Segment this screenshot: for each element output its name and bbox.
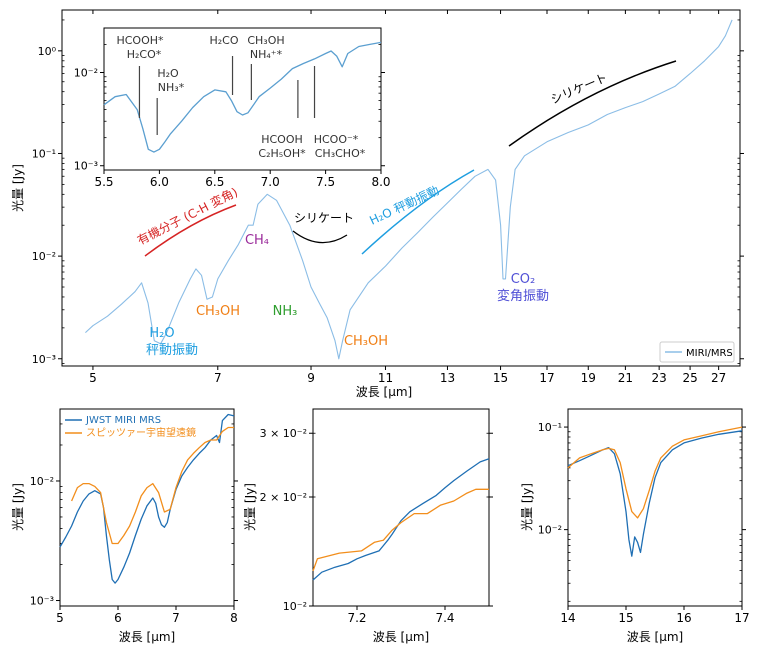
bottom-right-y-tick-label: 10⁻¹ — [538, 421, 562, 434]
main-legend-box — [659, 341, 735, 363]
inset-x-tick-label: 7.5 — [316, 175, 335, 189]
bottom-left-y-tick-label: 10⁻³ — [30, 595, 54, 608]
bottom-middle-x-axis-title: 波長 [μm] — [373, 630, 430, 644]
bottom-left-x-tick-label: 5 — [56, 611, 64, 625]
bottom-left-x-axis-title: 波長 [μm] — [119, 630, 176, 644]
bottom-middle-x-tick-label: 7.2 — [347, 611, 366, 625]
annotation-nh3: NH₃ — [273, 304, 298, 319]
bottom-left-panel: 5 6 7 8 10⁻³ 10⁻² 波長 [μm] 光量 [Jy] JWST MIRI MRSス… — [11, 408, 238, 644]
inset-x-tick-label: 7.0 — [261, 175, 280, 189]
inset-label-nh4-star: NH₄⁺* — [250, 48, 283, 61]
main-x-axis-title: 波長 [μm] — [356, 385, 413, 399]
main-x-tick-label: 9 — [307, 371, 315, 385]
h2o-lib-arc — [361, 169, 475, 255]
annotation-ch3oh-1: CH₃OH — [196, 304, 240, 319]
bottom-left-legend-label: スピッツァー宇宙望遠鏡 — [86, 426, 196, 439]
inset-label-c2h5oh-star: C₂H₅OH* — [258, 147, 306, 160]
inset-x-tick-label: 5.5 — [94, 175, 113, 189]
bottom-left-series-line-0 — [59, 413, 235, 584]
annotation-silicate-1: シリケート — [294, 211, 354, 225]
main-x-tick-label: 15 — [493, 371, 508, 385]
main-y-tick-label: 10⁰ — [38, 45, 57, 58]
silicate-arc-1 — [292, 230, 348, 244]
bottom-left-x-tick-label: 7 — [172, 611, 180, 625]
main-x-tick-label: 27 — [711, 371, 726, 385]
main-legend-label: MIRI/MRS — [686, 348, 733, 359]
annotation-h2o-bend-sub: 秤動振動 — [146, 343, 198, 358]
main-y-tick-label: 10⁻¹ — [32, 147, 56, 160]
bottom-middle-x-tick-label: 7.4 — [435, 611, 454, 625]
bottom-middle-y-tick-label: 10⁻² — [283, 600, 307, 613]
bottom-middle-y-axis-title: 光量 [Jy] — [243, 483, 257, 531]
main-x-tick-label: 5 — [89, 371, 97, 385]
bottom-right-x-tick-label: 14 — [560, 611, 575, 625]
bottom-left-x-tick-label: 6 — [114, 611, 122, 625]
bottom-left-y-axis-title: 光量 [Jy] — [11, 483, 25, 531]
inset-label-hcooh-star: HCOOH* — [116, 34, 164, 47]
organics-arc — [144, 204, 237, 257]
main-x-tick-label: 19 — [581, 371, 596, 385]
silicate-arc-2 — [508, 60, 677, 147]
bottom-middle-series-line-1 — [312, 488, 489, 572]
main-x-tick-label: 23 — [652, 371, 667, 385]
inset-label-h2o: H₂O — [157, 67, 179, 80]
bottom-right-x-axis-title: 波長 [μm] — [627, 630, 684, 644]
main-x-tick-label: 25 — [682, 371, 697, 385]
inset-label-h2co: H₂CO — [209, 34, 238, 47]
inset-annotations: HCOOH* H₂CO* H₂O NH₃* H₂CO CH₃OH NH₄⁺* H… — [116, 34, 365, 160]
annotation-ch4: CH₄ — [245, 233, 269, 248]
bottom-middle-y-tick-label: 2 × 10⁻² — [260, 491, 307, 504]
inset-plot-frame — [103, 27, 382, 171]
main-y-axis-title: 光量 [Jy] — [11, 164, 25, 212]
inset-series-line-0 — [103, 41, 382, 153]
inset-label-hcooh: HCOOH — [261, 133, 303, 146]
main-x-tick-label: 11 — [378, 371, 393, 385]
inset-label-h2co-star: H₂CO* — [127, 48, 162, 61]
inset-y-tick-label: 10⁻³ — [74, 160, 98, 173]
annotation-co2: CO₂ — [511, 272, 536, 287]
inset-y-tick-label: 10⁻² — [74, 66, 98, 79]
inset-label-nh3-star: NH₃* — [158, 81, 185, 94]
bottom-left-series-line-1 — [71, 426, 234, 545]
annotation-ch3oh-2: CH₃OH — [344, 334, 388, 349]
bottom-right-series-line-1 — [567, 426, 743, 519]
bottom-middle-panel: 7.2 7.4 10⁻² 2 × 10⁻² 3 × 10⁻² 波長 [μm] 光量 [Jy] — [243, 408, 493, 644]
annotation-co2-sub: 変角振動 — [497, 288, 549, 304]
main-y-tick-label: 10⁻³ — [32, 353, 56, 366]
bottom-right-plot-frame — [567, 408, 743, 607]
annotation-h2o-bend: H₂O — [149, 326, 174, 341]
main-x-tick-label: 13 — [440, 371, 455, 385]
bottom-right-y-axis-title: 光量 [Jy] — [520, 483, 534, 531]
main-x-tick-label: 7 — [214, 371, 222, 385]
bottom-middle-y-tick-label: 3 × 10⁻² — [260, 427, 307, 440]
main-series-line-0 — [85, 19, 733, 360]
bottom-right-x-tick-label: 15 — [618, 611, 633, 625]
main-x-tick-label: 17 — [539, 371, 554, 385]
inset-x-tick-label: 8.0 — [371, 175, 390, 189]
bottom-middle-plot-frame — [312, 408, 490, 607]
bottom-right-x-tick-label: 17 — [734, 611, 749, 625]
bottom-middle-series-line-0 — [312, 458, 490, 581]
main-x-tick-label: 21 — [618, 371, 633, 385]
bottom-right-y-tick-label: 10⁻² — [538, 524, 562, 537]
bottom-right-panel: 14 15 16 17 10⁻² 10⁻¹ 波長 [μm] 光量 [Jy] — [520, 408, 750, 644]
bottom-left-y-tick-label: 10⁻² — [30, 475, 54, 488]
bottom-left-x-tick-label: 8 — [230, 611, 238, 625]
bottom-right-x-tick-label: 16 — [676, 611, 691, 625]
inset-x-tick-label: 6.0 — [150, 175, 169, 189]
inset-x-tick-label: 6.5 — [205, 175, 224, 189]
inset-panel: 5.5 6.0 6.5 7.0 7.5 8.0 10⁻³ 10⁻² — [74, 27, 391, 189]
main-y-tick-label: 10⁻² — [32, 250, 56, 263]
inset-label-ch3oh: CH₃OH — [247, 34, 284, 47]
inset-label-hcoo-star: HCOO⁻* — [314, 133, 359, 146]
inset-label-ch3cho-star: CH₃CHO* — [315, 147, 366, 160]
bottom-left-legend-label: JWST MIRI MRS — [85, 415, 161, 426]
